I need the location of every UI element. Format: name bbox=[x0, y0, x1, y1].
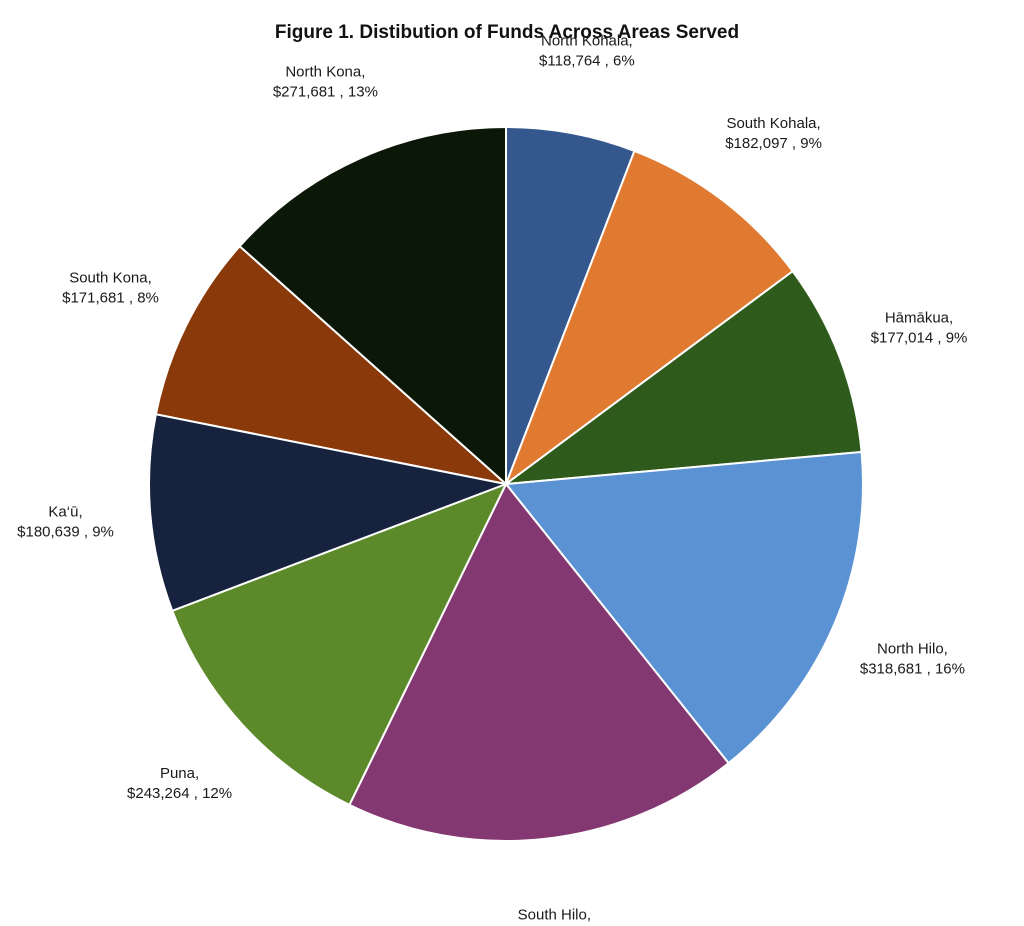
slice-north-kona bbox=[238, 125, 507, 487]
data-label-value: $177,014 , 9% bbox=[871, 330, 968, 347]
data-label-value: $243,264 , 12% bbox=[127, 785, 232, 802]
slice-north-kohala bbox=[505, 125, 636, 485]
data-label-north-kona: North Kona, $271,681 , 13% bbox=[273, 64, 378, 101]
data-label-name: North Kohala, bbox=[541, 32, 633, 49]
data-label-puna: Puna, $243,264 , 12% bbox=[127, 765, 232, 802]
data-label-value: $171,681 , 8% bbox=[62, 290, 159, 307]
data-label-north-kohala: North Kohala, $118,764 , 6% bbox=[539, 32, 635, 69]
slice-hamakua bbox=[502, 269, 863, 486]
data-label-north-hilo: North Hilo, $318,681 , 16% bbox=[860, 641, 965, 678]
data-label-hamakua: Hāmākua, $177,014 , 9% bbox=[871, 310, 968, 347]
chart-title: Figure 1. Distibution of Funds Across Ar… bbox=[274, 22, 740, 43]
slice-north-hilo bbox=[504, 450, 864, 765]
data-label-south-hilo: South Hilo,$363,681 , 18% bbox=[502, 906, 607, 926]
data-label-name: South Kona, bbox=[69, 270, 152, 287]
data-label-name: North Kona, bbox=[285, 64, 365, 81]
slice-ka-u bbox=[148, 413, 510, 613]
slice-south-kona bbox=[154, 244, 510, 486]
data-label-ka-u: Ka‘ū, $180,639 , 9% bbox=[17, 504, 114, 541]
data-label-value: $180,639 , 9% bbox=[17, 524, 114, 541]
data-label-name: South Kohala, bbox=[726, 115, 820, 132]
data-label-name: South Hilo, bbox=[518, 906, 591, 923]
data-label-name: Puna, bbox=[160, 765, 199, 782]
data-label-name: Ka‘ū, bbox=[48, 504, 82, 521]
slice-south-hilo bbox=[348, 482, 730, 842]
slice-south-kohala bbox=[503, 149, 795, 487]
data-label-value: $182,097 , 9% bbox=[725, 135, 822, 152]
slice-puna bbox=[170, 482, 509, 807]
data-label-value: $118,764 , 6% bbox=[539, 52, 635, 69]
data-label-south-kona: South Kona, $171,681 , 8% bbox=[62, 270, 159, 307]
data-label-value: $271,681 , 13% bbox=[273, 84, 378, 101]
data-label-name: North Hilo, bbox=[877, 641, 948, 658]
data-label-name: Hāmākua, bbox=[885, 310, 953, 327]
pie-slices bbox=[148, 125, 864, 842]
data-label-value: $318,681 , 16% bbox=[860, 661, 965, 678]
data-label-south-kohala: South Kohala, $182,097 , 9% bbox=[725, 115, 822, 152]
pie-data-labels: North Kohala, $118,764 , 6% South Kohala, $… bbox=[17, 32, 968, 926]
